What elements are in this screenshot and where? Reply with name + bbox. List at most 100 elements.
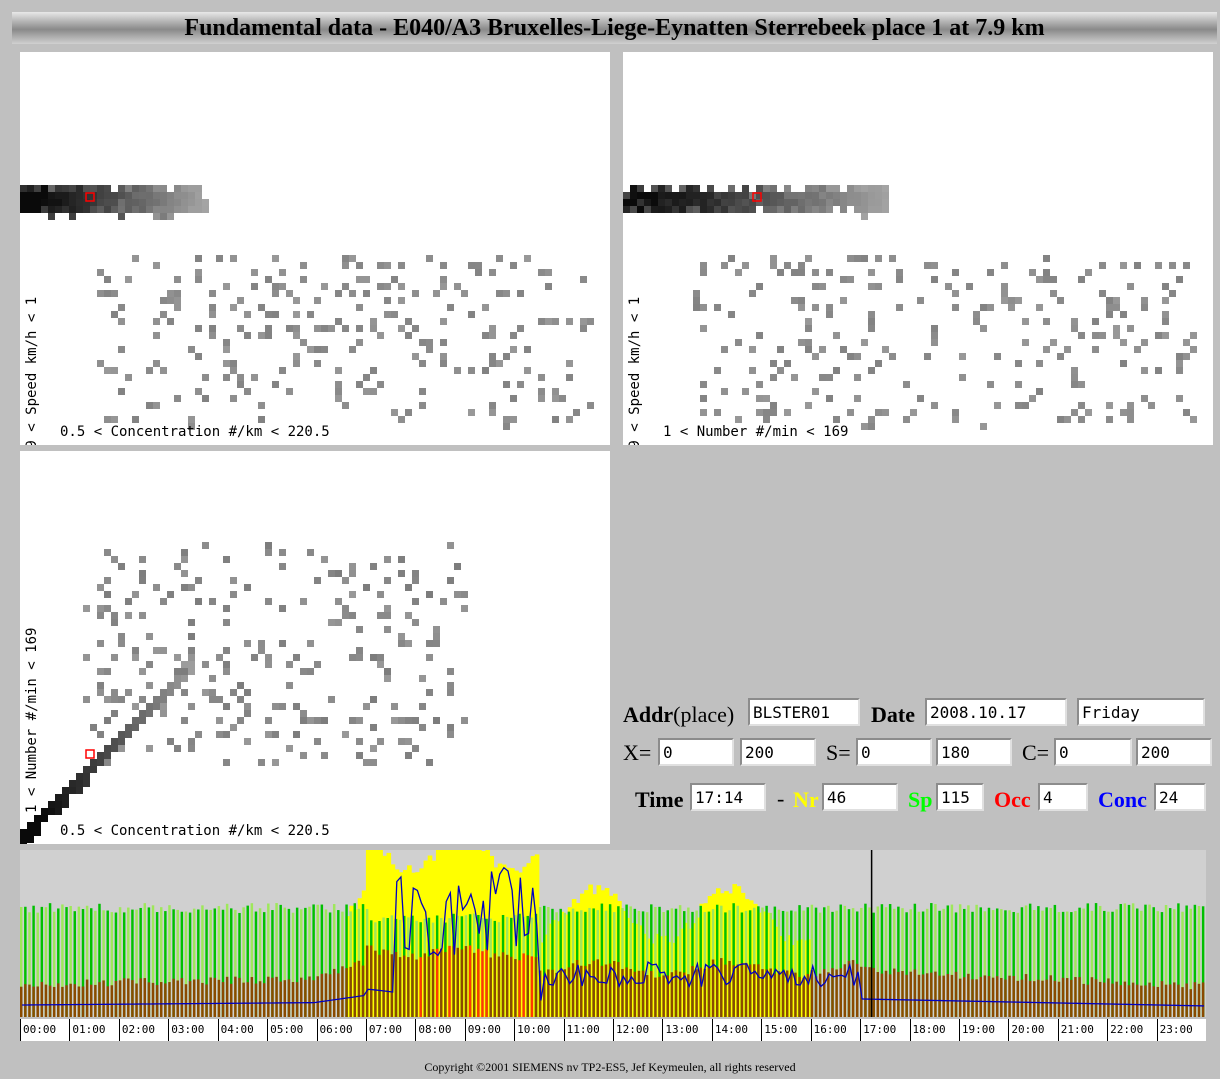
heatmap-cell xyxy=(349,612,356,619)
occ-bar xyxy=(658,976,661,1017)
heatmap-cell xyxy=(1183,353,1190,360)
occ-bar xyxy=(740,963,744,1017)
addr-input[interactable]: BLSTER01 xyxy=(748,698,860,726)
occ-bar xyxy=(295,982,299,1017)
sp-bar xyxy=(28,912,31,1017)
heatmap-cell xyxy=(875,360,882,367)
occ-bar xyxy=(349,966,352,1017)
sp-bar xyxy=(1131,903,1135,1017)
heatmap-cell xyxy=(335,619,342,626)
heatmap-cell xyxy=(307,640,314,647)
heatmap-cell xyxy=(700,269,707,276)
heatmap-cell xyxy=(945,283,952,290)
sp-bar xyxy=(90,908,93,1017)
heatmap-cell xyxy=(118,213,125,220)
occ-bar xyxy=(790,971,793,1017)
speed-concentration-plot[interactable]: 19 < Speed km/h < 1 0.5 < Concentration … xyxy=(20,52,610,445)
speed-number-plot[interactable]: 19 < Speed km/h < 1 1 < Number #/min < 1… xyxy=(623,52,1213,445)
heatmap-cell xyxy=(139,696,146,703)
occ-bar xyxy=(872,967,875,1017)
occ-bar xyxy=(802,977,805,1017)
occ-bar xyxy=(905,974,908,1017)
c-min-input[interactable]: 0 xyxy=(1054,738,1132,766)
heatmap-cell xyxy=(20,206,27,213)
heatmap-cell xyxy=(510,395,517,402)
heatmap-cell xyxy=(405,584,412,591)
time-tick-label: 17:00 xyxy=(860,1019,909,1041)
sp-bar xyxy=(621,907,624,1017)
heatmap-cell xyxy=(468,367,475,374)
x-max-input[interactable]: 200 xyxy=(740,738,816,766)
heatmap-cell xyxy=(153,584,160,591)
heatmap-cell xyxy=(188,738,195,745)
occ-bar xyxy=(180,978,184,1017)
heatmap-cell xyxy=(503,423,510,430)
occ-bar xyxy=(69,983,72,1017)
heatmap-cell xyxy=(826,374,833,381)
heatmap-cell xyxy=(314,661,321,668)
heatmap-cell xyxy=(202,661,209,668)
occ-bar xyxy=(460,949,464,1017)
occ-bar xyxy=(608,963,612,1017)
heatmap-cell xyxy=(237,325,244,332)
heatmap-cell xyxy=(258,759,265,766)
occ-bar xyxy=(995,976,999,1017)
heatmap-cell xyxy=(27,829,34,836)
heatmap-cell xyxy=(826,269,833,276)
sp-bar xyxy=(1173,909,1176,1017)
heatmap-cell xyxy=(1141,304,1148,311)
heatmap-cell xyxy=(125,185,132,192)
heatmap-cell xyxy=(854,374,861,381)
day-input[interactable]: Friday xyxy=(1077,698,1205,726)
heatmap-cell xyxy=(566,374,573,381)
heatmap-cell xyxy=(97,682,104,689)
heatmap-cell xyxy=(573,409,580,416)
heatmap-cell xyxy=(55,794,62,801)
x-min-input[interactable]: 0 xyxy=(658,738,734,766)
c-max-input[interactable]: 200 xyxy=(1136,738,1212,766)
number-concentration-plot[interactable]: 1 < Number #/min < 169 0.5 < Concentrati… xyxy=(20,451,610,844)
occ-bar xyxy=(1193,982,1197,1017)
sp-input[interactable]: 115 xyxy=(936,783,984,811)
heatmap-cell xyxy=(370,724,377,731)
occ-bar xyxy=(419,957,422,1017)
sp-bar xyxy=(736,905,740,1017)
heatmap-cell xyxy=(55,185,62,192)
heatmap-cell xyxy=(987,269,994,276)
s-min-input[interactable]: 0 xyxy=(856,738,932,766)
s-max-input[interactable]: 180 xyxy=(936,738,1012,766)
heatmap-cell xyxy=(104,416,111,423)
heatmap-cell xyxy=(686,206,693,213)
heatmap-cell xyxy=(272,731,279,738)
heatmap-cell xyxy=(1092,318,1099,325)
heatmap-cell xyxy=(419,703,426,710)
occ-bar xyxy=(394,952,398,1017)
sp-bar xyxy=(1197,906,1201,1017)
time-tick-label: 02:00 xyxy=(118,1019,168,1041)
occ-input[interactable]: 4 xyxy=(1038,783,1088,811)
sp-bar xyxy=(773,906,777,1017)
nr-input[interactable]: 46 xyxy=(822,783,898,811)
heatmap-cell xyxy=(1015,402,1022,409)
heatmap-cell xyxy=(132,199,139,206)
heatmap-cell xyxy=(798,262,805,269)
sp-bar xyxy=(143,903,147,1017)
time-input[interactable]: 17:14 xyxy=(690,783,766,811)
heatmap-cell xyxy=(1085,409,1092,416)
heatmap-cell xyxy=(728,199,735,206)
heatmap-cell xyxy=(784,199,791,206)
heatmap-cell xyxy=(356,717,363,724)
heatmap-cell xyxy=(202,374,209,381)
occ-bar xyxy=(654,977,657,1017)
occ-bar xyxy=(164,983,167,1017)
heatmap-cell xyxy=(973,311,980,318)
occ-bar xyxy=(1037,979,1040,1017)
heatmap-cell xyxy=(861,255,868,262)
heatmap-cell xyxy=(1190,332,1197,339)
daily-timeline-chart[interactable] xyxy=(20,850,1206,1017)
time-tick-label: 06:00 xyxy=(316,1019,366,1041)
date-input[interactable]: 2008.10.17 xyxy=(925,698,1067,726)
sp-bar xyxy=(806,907,810,1017)
conc-input[interactable]: 24 xyxy=(1154,783,1206,811)
sp-bar xyxy=(1103,910,1106,1017)
